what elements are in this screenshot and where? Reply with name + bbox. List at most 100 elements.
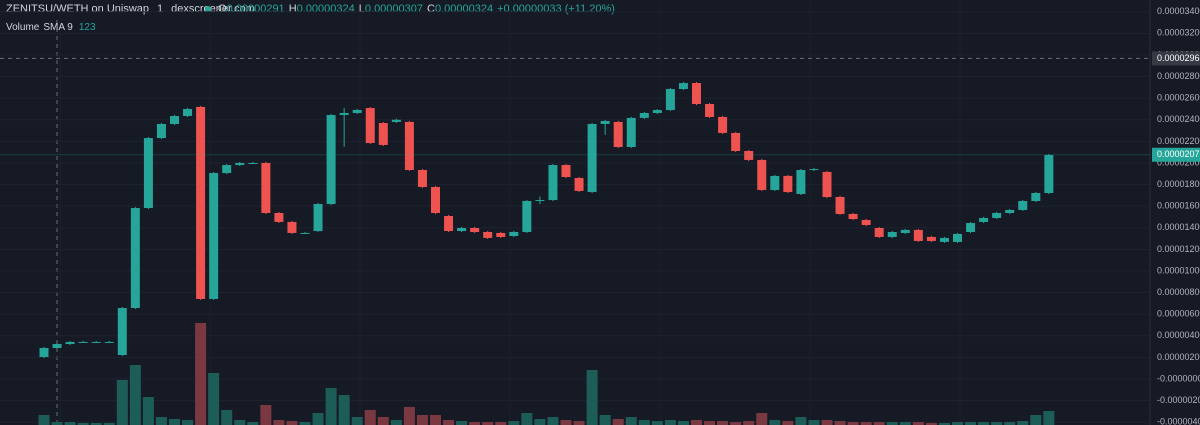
y-tick-label: 0.00000400 [1157,330,1200,340]
candle-body [731,132,741,151]
crosshair-price-label: 0.00002968 [1157,53,1200,63]
candle-body [1031,193,1041,201]
candle-body [718,116,728,133]
volume-bar [534,419,546,425]
candle-body [548,165,558,201]
volume-bar [1004,422,1016,425]
volume-bar [443,420,455,425]
volume-bar [155,417,167,425]
y-tick-label: 0.00001200 [1157,244,1200,254]
candle-body [143,138,153,209]
volume-bar [312,413,324,425]
y-tick-label: 0.00002400 [1157,114,1200,124]
candle-body [535,200,545,202]
y-tick-label: 0.00002000 [1157,157,1200,167]
volume-bar [691,420,702,425]
candle-body [705,104,715,117]
volume-bars [38,323,1055,425]
candle-body [183,108,193,116]
change: +0.00000033 (+11.20%) [497,3,615,15]
pair-title: ZENITSU/WETH on Uniswap [6,3,149,15]
volume-bar [247,422,259,425]
y-tick-label: 0.00002200 [1157,136,1200,146]
candle-body [979,217,989,222]
candle-body [939,237,949,242]
volume-bar [64,422,76,425]
candle-body [365,108,375,143]
volume-bar [142,397,154,425]
volume-legend: Volume SMA 9 123 [6,22,96,33]
volume-bar [456,421,468,425]
candle-body [861,220,871,225]
y-tick-label: 0.00000600 [1157,309,1200,319]
volume-bar [560,420,572,425]
y-tick-label: 0.00001600 [1157,201,1200,211]
volume-bar [599,415,611,425]
candle-body [665,88,675,111]
candle-body [509,231,519,236]
candle-body [496,232,506,237]
candle-body [470,227,480,232]
o-label: O [218,3,227,15]
c-label: C [427,3,435,15]
interval: 1 [157,3,163,15]
volume-bar [782,421,794,425]
volume-bar [677,421,689,425]
volume-bar [547,417,559,425]
candle-body [900,229,910,233]
volume-bar [182,420,194,425]
volume-bar [90,423,102,425]
candle-body [613,121,623,147]
candle-body [287,221,297,233]
volume-bar [586,370,598,425]
candle-body [209,173,219,299]
volume-bar [364,410,376,425]
candle-body [744,150,754,160]
volume-bar [847,422,859,425]
o-value: 0.00000291 [227,3,285,15]
candle-body [1018,200,1028,210]
candle-body [992,212,1002,218]
volume-bar [860,422,872,425]
h-value: 0.00000324 [297,3,355,15]
volume-bar [77,423,89,425]
candle-body [65,341,75,344]
volume-bar [651,421,663,425]
status-dot [205,6,211,12]
candle-body [130,208,140,309]
candle-body [587,123,597,193]
volume-bar [873,422,885,425]
y-tick-label: 0.00000800 [1157,287,1200,297]
volume-bar [965,422,977,425]
candle-body [652,110,662,113]
candle-body [404,121,414,170]
volume-bar [912,422,924,425]
candle-body [757,159,767,190]
volume-bar [299,422,311,425]
candle-body [561,165,571,178]
candle-body [91,341,101,343]
volume-bar [103,423,115,425]
candle-body [326,115,336,205]
volume-bar [260,405,272,425]
candle-body [678,83,688,89]
volume-bar [573,421,585,425]
y-tick-label: 0.00003400 [1157,6,1200,16]
candle-body [626,117,636,147]
candle-body [222,165,232,174]
volume-bar [664,420,676,425]
volume-bar [756,413,768,425]
y-tick-label: 0.00000200 [1157,352,1200,362]
volume-bar [730,422,742,425]
candle-body [874,227,884,237]
volume-bar [169,419,180,425]
candle-body [848,213,858,220]
volume-bar [821,420,833,425]
candle-body [196,106,206,299]
volume-bar [704,421,716,425]
candle-body [339,112,349,116]
volume-bar [129,365,141,425]
candle-body [639,112,649,118]
l-value: 0.00000307 [365,3,423,15]
volume-bar [521,413,533,425]
